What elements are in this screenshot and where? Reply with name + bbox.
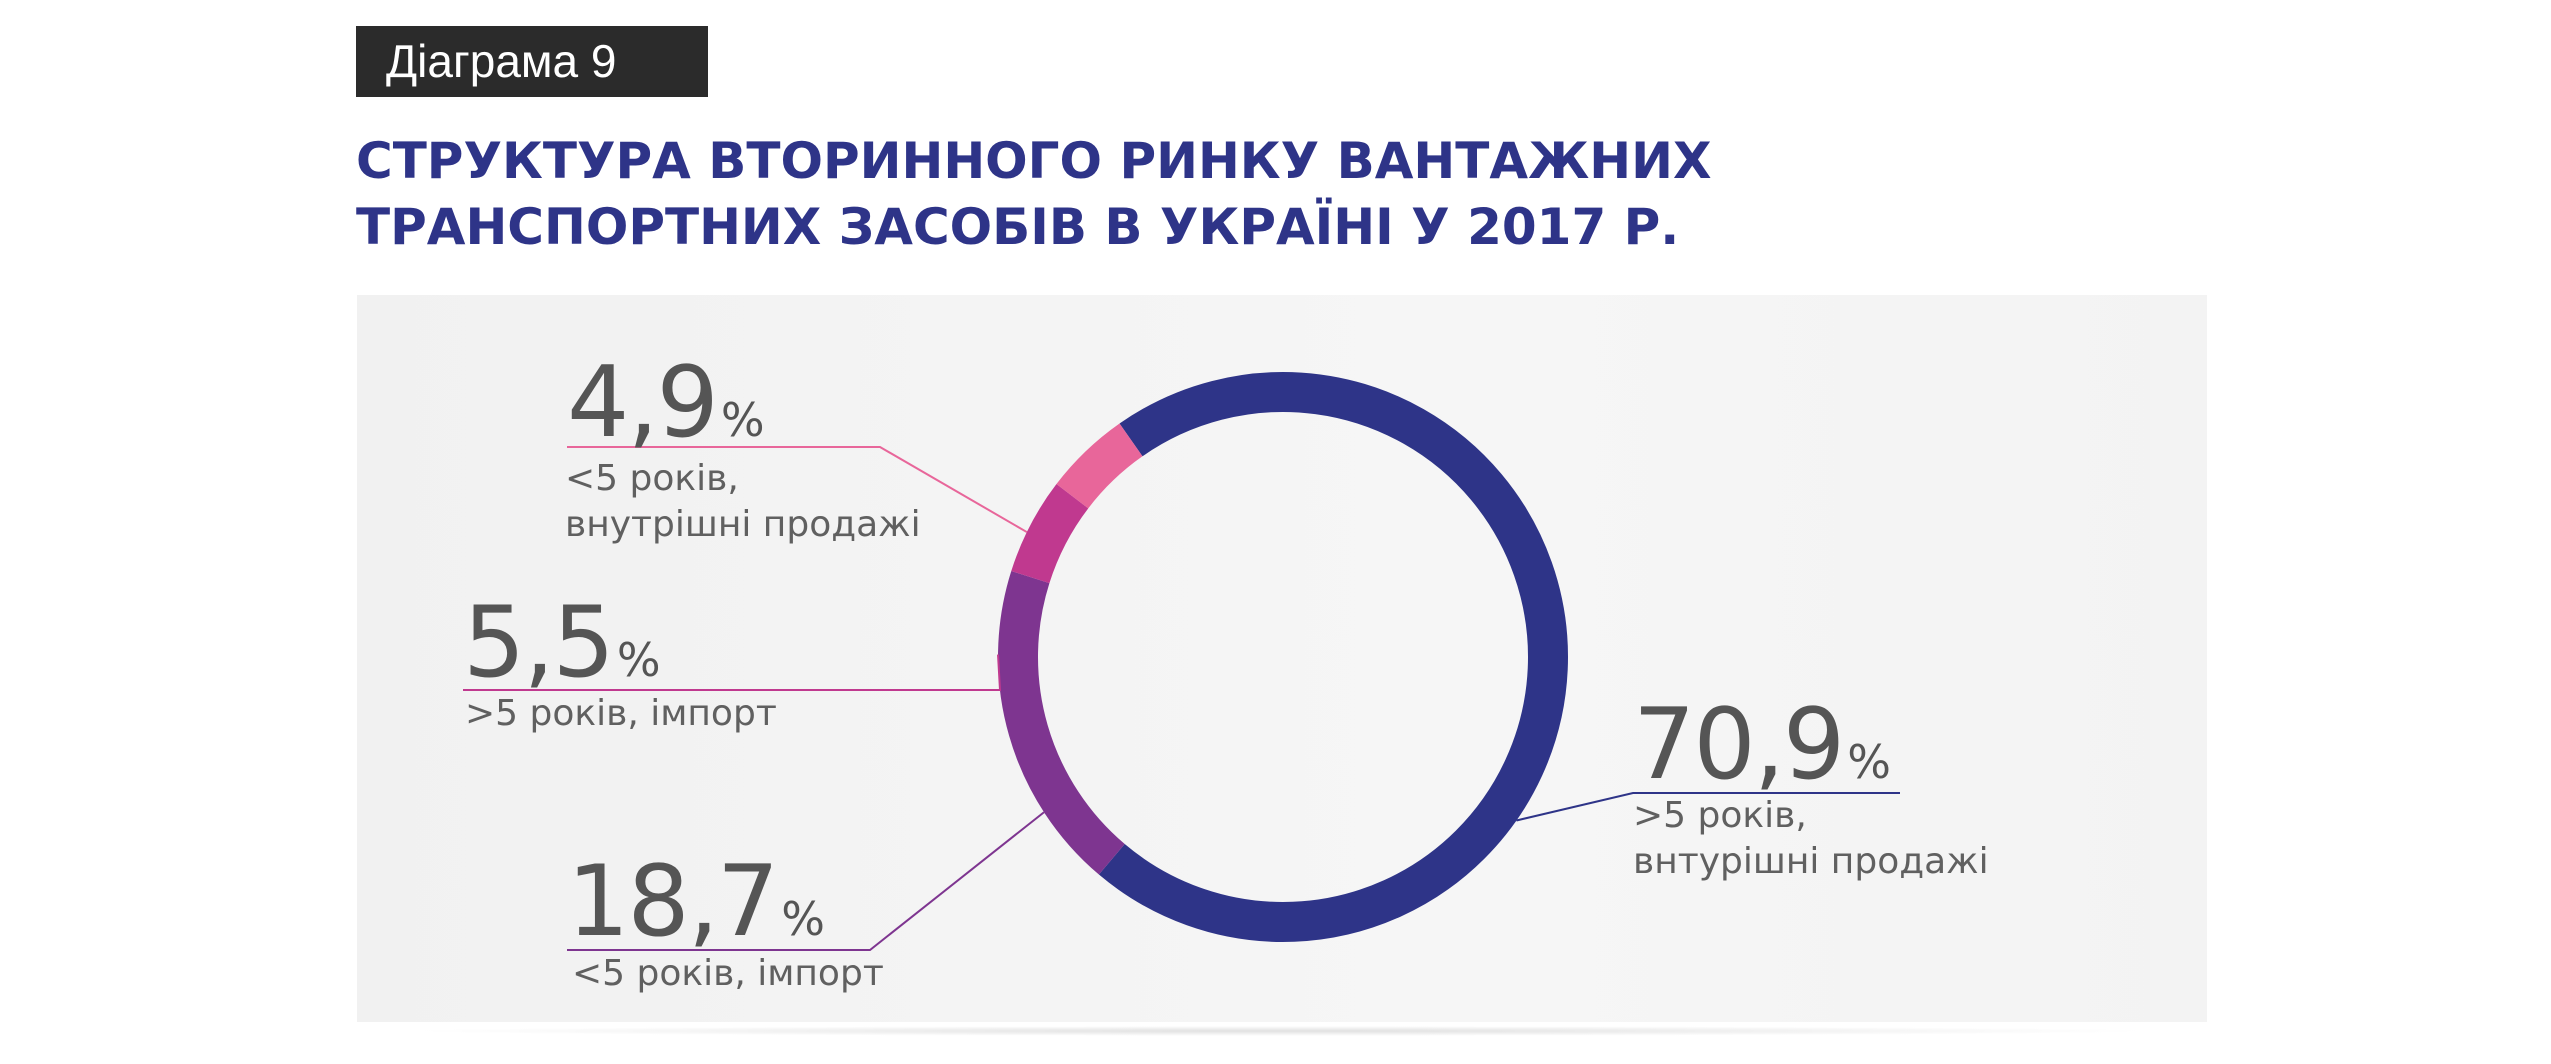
figure-badge: Діаграма 9 [356,26,708,97]
data-label-category: внутрішні продажі [565,504,921,545]
data-label-value: 70,9% [1633,688,1891,802]
data-label-category: >5 років, імпорт [465,693,777,734]
donut-segment [1011,484,1089,584]
leader-line [567,446,1028,533]
data-label-category: <5 років, імпорт [572,953,884,994]
donut-segment [1098,372,1568,942]
data-label-category: <5 років, [565,458,739,499]
chart-title-line-2: ТРАНСПОРТНИХ ЗАСОБІВ В УКРАЇНІ У 2017 Р. [356,198,1680,256]
donut-segment [1056,423,1143,509]
data-label-value: 18,7% [567,845,825,959]
leader-line [1516,792,1900,822]
data-label-category: >5 років, [1633,795,1807,836]
donut-segment [998,571,1125,875]
chart-title-line-1: СТРУКТУРА ВТОРИННОГО РИНКУ ВАНТАЖНИХ [356,132,1712,190]
chart-panel [357,295,2207,1022]
chart-title: СТРУКТУРА ВТОРИННОГО РИНКУ ВАНТАЖНИХ ТРА… [356,128,2056,260]
data-label-category: внтурішні продажі [1633,841,1989,882]
leader-line [463,654,1002,691]
data-label-value: 5,5% [463,586,661,700]
leader-line [567,811,1045,951]
data-label-value: 4,9% [567,346,765,460]
leader-lines [463,446,1900,951]
panel-shadow [400,1026,2160,1036]
donut-segments [998,372,1568,942]
